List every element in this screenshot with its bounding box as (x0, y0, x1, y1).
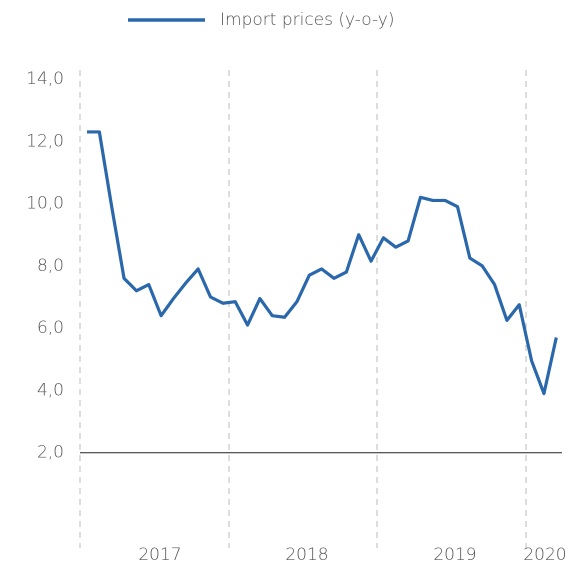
y-tick-label: 14,0 (26, 69, 64, 89)
year-label: 2020 (523, 545, 566, 565)
y-tick-label: 2,0 (37, 443, 64, 463)
line-series (87, 130, 558, 396)
y-tick-label: 4,0 (37, 380, 64, 400)
year-label: 2018 (285, 545, 328, 565)
y-tick-label: 6,0 (37, 318, 64, 338)
y-tick-label: 10,0 (26, 194, 64, 214)
year-label: 2019 (433, 545, 476, 565)
legend-label: Import prices (y-o-y) (220, 10, 394, 30)
y-tick-label: 12,0 (26, 131, 64, 151)
year-label: 2017 (138, 545, 181, 565)
y-tick-label: 8,0 (37, 256, 64, 276)
